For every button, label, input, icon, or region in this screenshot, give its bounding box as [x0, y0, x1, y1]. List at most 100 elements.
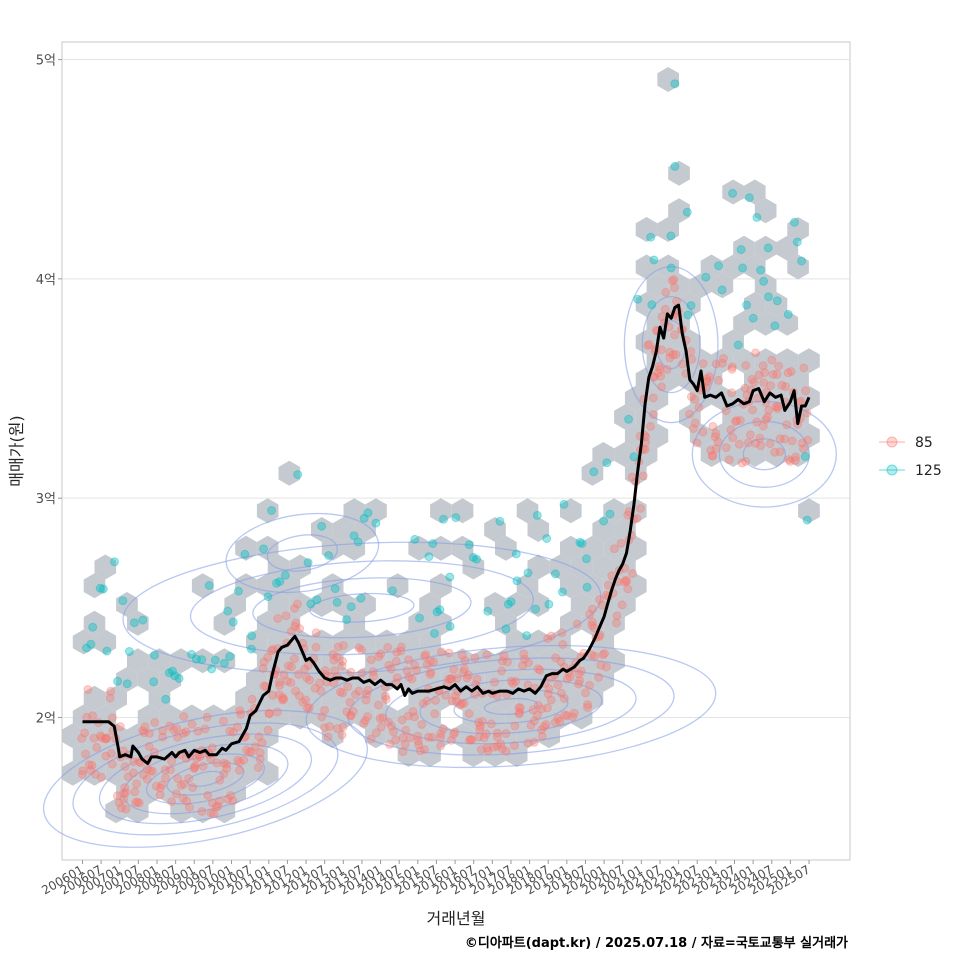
point-85 — [585, 680, 594, 690]
point-85 — [346, 667, 356, 677]
point-85 — [714, 375, 724, 385]
hexbin-cell — [798, 423, 820, 449]
point-85 — [158, 726, 168, 736]
hexbin-cell — [527, 554, 550, 580]
point-85 — [759, 378, 769, 388]
point-85 — [553, 680, 563, 690]
point-85 — [403, 711, 413, 721]
point-85 — [258, 663, 268, 673]
point-125 — [415, 613, 424, 623]
point-85 — [338, 722, 348, 732]
hexbin-cell — [722, 254, 744, 280]
point-85 — [121, 804, 131, 814]
point-85 — [363, 712, 373, 722]
point-85 — [698, 427, 708, 437]
hexbin-cell — [191, 648, 214, 674]
point-85 — [148, 766, 157, 776]
point-85 — [305, 675, 315, 685]
point-85 — [459, 698, 469, 708]
hexbin-cell — [646, 310, 669, 336]
point-85 — [376, 649, 386, 659]
point-125 — [359, 513, 369, 523]
point-85 — [426, 667, 436, 677]
point-125 — [428, 539, 438, 549]
point-125 — [666, 263, 676, 273]
point-85 — [482, 650, 492, 660]
y-axis-title: 매매가(원) — [7, 415, 26, 486]
hexbin-cell — [560, 610, 582, 636]
point-85 — [758, 361, 768, 371]
hexbin-cell — [516, 648, 539, 674]
point-85 — [662, 364, 672, 374]
hexbin-cell — [744, 367, 766, 392]
point-85 — [694, 403, 704, 412]
point-85 — [233, 755, 243, 765]
hexbin-cell — [278, 648, 301, 674]
point-85 — [263, 725, 273, 735]
point-85 — [337, 661, 347, 671]
point-85 — [587, 617, 597, 627]
point-85 — [777, 380, 787, 390]
point-85 — [576, 666, 586, 676]
point-85 — [755, 433, 765, 443]
point-85 — [116, 803, 126, 813]
point-85 — [254, 732, 264, 742]
point-125 — [113, 676, 123, 686]
point-85 — [228, 727, 238, 737]
point-85 — [489, 742, 499, 752]
point-85 — [743, 438, 753, 448]
point-85 — [247, 694, 257, 704]
point-85 — [646, 421, 655, 431]
hexbin-cell — [603, 648, 625, 674]
hexbin-cell — [354, 667, 376, 692]
point-125 — [122, 679, 132, 689]
point-125 — [605, 509, 615, 519]
point-125 — [495, 516, 505, 526]
point-85 — [546, 631, 556, 641]
hexbin-cell — [560, 573, 582, 599]
point-85 — [375, 714, 385, 723]
point-125 — [280, 570, 290, 580]
point-85 — [565, 672, 575, 682]
x-axis: 2006012006072007012007072008012008072009… — [39, 860, 813, 898]
hexbin-cell — [354, 704, 376, 730]
hexbin-cell — [235, 535, 257, 561]
point-85 — [726, 425, 736, 435]
point-85 — [765, 439, 775, 449]
point-85 — [474, 732, 484, 742]
hexbin-cell — [311, 704, 333, 730]
hexbin-cell — [365, 648, 387, 674]
point-85 — [785, 456, 795, 466]
point-85 — [151, 781, 161, 791]
hexbin-cell — [581, 573, 604, 599]
point-85 — [710, 432, 720, 442]
hexbin-cell — [94, 554, 117, 580]
point-125 — [388, 586, 397, 596]
point-85 — [747, 374, 757, 384]
point-85 — [354, 686, 364, 696]
hexbin-cell — [397, 629, 420, 655]
hexbin-cell — [700, 367, 723, 392]
hexbin-cell — [127, 723, 149, 749]
hexbin-cell — [213, 610, 236, 636]
point-85 — [711, 359, 721, 369]
point-85 — [404, 672, 414, 682]
point-85 — [386, 721, 396, 731]
hexbin-cell — [787, 254, 809, 280]
point-125 — [371, 518, 381, 528]
point-85 — [123, 772, 133, 782]
hexbin-cell — [105, 685, 127, 711]
point-85 — [583, 703, 592, 712]
density-contour — [42, 709, 368, 848]
point-85 — [167, 797, 177, 807]
hexbin-cell — [235, 573, 257, 599]
point-85 — [187, 719, 197, 729]
point-125 — [263, 592, 273, 602]
point-85 — [692, 438, 702, 448]
point-85 — [120, 762, 130, 772]
hexbin-cell — [744, 292, 766, 317]
hexbin-cell — [116, 592, 138, 617]
point-85 — [107, 759, 117, 769]
point-85 — [346, 710, 356, 720]
point-85 — [420, 652, 430, 661]
